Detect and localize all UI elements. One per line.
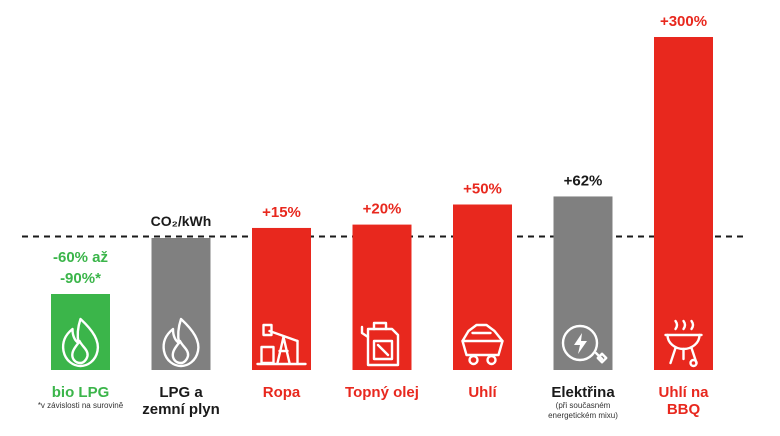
- category-label: Uhlí: [468, 384, 497, 401]
- category-label: Ropa: [263, 384, 301, 401]
- category-label: LPG a: [159, 384, 203, 401]
- bar-value-label: +50%: [463, 181, 502, 198]
- unit-label: CO₂/kWh: [151, 213, 212, 229]
- bar-4: [352, 224, 412, 370]
- category-label: Elektřina: [551, 384, 615, 401]
- electric-plug-icon: [561, 324, 608, 364]
- jerrycan-icon: [360, 321, 400, 367]
- category-label: bio LPG: [52, 384, 110, 401]
- bar-1: [51, 294, 110, 370]
- category-label: Topný olej: [345, 384, 419, 401]
- coal-cart-icon: [461, 323, 504, 366]
- flame-icon: [61, 317, 100, 368]
- category-label: BBQ: [667, 401, 701, 418]
- bar-value-label: +20%: [363, 201, 402, 218]
- bbq-grill-icon: [664, 319, 703, 368]
- bar-5: [453, 204, 512, 370]
- bar-value-label: +15%: [262, 204, 301, 221]
- bar-value-label: +300%: [660, 13, 707, 30]
- oil-pump-icon: [256, 323, 307, 366]
- category-label: Uhlí na: [658, 384, 709, 401]
- category-label: zemní plyn: [142, 401, 220, 418]
- bar-7: [654, 37, 713, 370]
- footnote-text: (při současném: [556, 401, 611, 410]
- flame-icon: [162, 317, 200, 368]
- bar-value-label: -90%*: [60, 270, 101, 287]
- footnote-text: *v závislosti na surovině: [38, 401, 124, 410]
- footnote-text: energetickém mixu): [548, 411, 618, 420]
- bar-value-label: +62%: [564, 172, 603, 189]
- bar-2: [151, 238, 211, 370]
- bar-value-label: -60% až: [53, 249, 108, 266]
